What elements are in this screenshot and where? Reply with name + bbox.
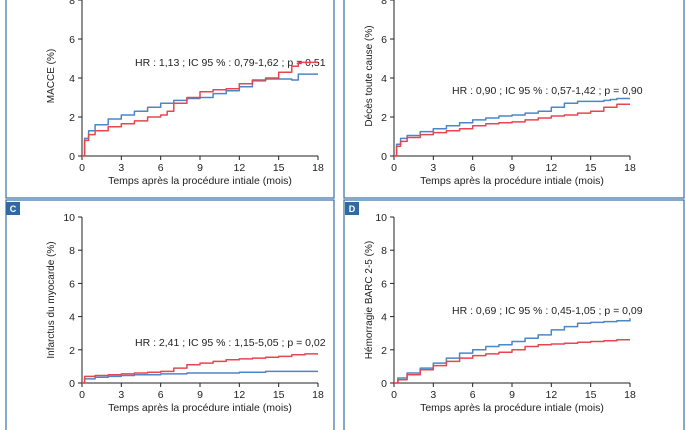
panel-3-x-tick-label: 6	[158, 389, 164, 401]
panel-3-y-tick-label: 0	[69, 378, 75, 390]
panel-1-x-axis-label: Temps après la procédure intiale (mois)	[108, 175, 292, 187]
panel-2-y-tick-label: 0	[381, 151, 387, 163]
panel-2-hr-annotation: HR : 0,90 ; IC 95 % : 0,57-1,42 ; p = 0,…	[452, 85, 643, 97]
panel-4-y-tick-label: 4	[381, 312, 387, 324]
panel-2-x-tick-label: 18	[624, 162, 636, 174]
panel-3-badge-label: C	[10, 204, 17, 214]
panel-1-series-blue-line	[82, 73, 318, 157]
panel-2-y-tick-label: 4	[381, 73, 387, 85]
panel-4-x-tick-label: 6	[470, 389, 476, 401]
panel-2-x-tick-label: 12	[545, 162, 557, 174]
panel-4-y-tick-label: 2	[381, 345, 387, 357]
panel-4-x-tick-label: 12	[545, 389, 557, 401]
panel-4-hr-annotation: HR : 0,69 ; IC 95 % : 0,45-1,05 ; p = 0,…	[452, 305, 643, 317]
panel-2-x-axis-label: Temps après la procédure intiale (mois)	[420, 175, 604, 187]
panel-3-x-tick-label: 12	[233, 389, 245, 401]
panel-1-y-tick-label: 0	[69, 151, 75, 163]
panel-3-y-tick-label: 2	[69, 345, 75, 357]
panel-1-x-tick-label: 18	[312, 162, 324, 174]
panel-4-y-tick-label: 8	[381, 245, 387, 257]
panel-2-y-tick-label: 6	[381, 34, 387, 46]
panel-4-x-tick-label: 3	[430, 389, 436, 401]
panel-2-frame	[343, 0, 685, 199]
panel-3-x-axis-label: Temps après la procédure intiale (mois)	[108, 402, 292, 414]
panel-3-hr-annotation: HR : 2,41 ; IC 95 % : 1,15-5,05 ; p = 0,…	[135, 337, 326, 349]
panel-2-x-tick-label: 9	[509, 162, 515, 174]
panel-1-frame	[5, 0, 335, 199]
panel-4-x-tick-label: 15	[585, 389, 597, 401]
panel-1-y-tick-label: 6	[69, 34, 75, 46]
panel-2-x-tick-label: 3	[430, 162, 436, 174]
panel-2-series-blue-line	[394, 97, 630, 157]
panel-3-x-tick-label: 15	[273, 389, 285, 401]
panel-3-x-tick-label: 9	[197, 389, 203, 401]
panel-1-x-tick-label: 6	[158, 162, 164, 174]
panel-4-frame	[343, 199, 685, 430]
panel-1-x-tick-label: 12	[233, 162, 245, 174]
panel-1-x-tick-label: 15	[273, 162, 285, 174]
panel-3-badge	[6, 202, 20, 215]
panel-3-y-tick-label: 6	[69, 278, 75, 290]
panel-1-x-tick-label: 9	[197, 162, 203, 174]
panel-4-y-tick-label: 0	[381, 378, 387, 390]
panel-3-frame	[5, 199, 335, 430]
panel-3-series-red-line	[82, 353, 318, 384]
panel-4-series-red-line	[394, 339, 630, 384]
panel-1-hr-annotation: HR : 1,13 ; IC 95 % : 0,79-1,62 ; p = 0,…	[135, 57, 326, 69]
panel-4-x-axis-label: Temps après la procédure intiale (mois)	[420, 402, 604, 414]
panel-3-x-tick-label: 0	[79, 389, 85, 401]
panel-1-y-axis-label: MACCE (%)	[46, 49, 57, 103]
panel-3-y-tick-label: 8	[69, 245, 75, 257]
panel-2-x-tick-label: 6	[470, 162, 476, 174]
panel-2-y-tick-label: 8	[381, 0, 387, 7]
panel-2-x-tick-label: 15	[585, 162, 597, 174]
panel-2-x-tick-label: 0	[391, 162, 397, 174]
panel-4-x-tick-label: 0	[391, 389, 397, 401]
panel-4-x-tick-label: 18	[624, 389, 636, 401]
panel-1-y-tick-label: 4	[69, 73, 75, 85]
panel-2-series-red-line	[394, 103, 630, 157]
panel-3-y-tick-label: 4	[69, 312, 75, 324]
panel-3-y-tick-label: 10	[63, 212, 75, 224]
panel-3-x-tick-label: 18	[312, 389, 324, 401]
panel-2-y-axis-label: Décès toute cause (%)	[364, 25, 375, 126]
panel-3-y-axis-label: Infarctus du myocarde (%)	[46, 241, 57, 358]
panel-4-y-axis-label: Hémorragie BARC 2-5 (%)	[364, 241, 375, 359]
panel-4-series-blue-line	[394, 318, 631, 384]
panel-4-y-tick-label: 6	[381, 278, 387, 290]
panel-1-series-red-line	[82, 61, 318, 157]
panel-4-badge-label: D	[349, 204, 356, 214]
panel-1-x-tick-label: 3	[118, 162, 124, 174]
panel-3-x-tick-label: 3	[118, 389, 124, 401]
panel-2-y-tick-label: 2	[381, 112, 387, 124]
panel-3-series-blue-line	[82, 370, 318, 384]
panel-4-x-tick-label: 9	[509, 389, 515, 401]
panel-4-y-tick-label: 10	[375, 212, 387, 224]
panel-1-y-tick-label: 8	[69, 0, 75, 7]
panel-4-badge	[345, 202, 359, 215]
panel-1-y-tick-label: 2	[69, 112, 75, 124]
panel-1-x-tick-label: 0	[79, 162, 85, 174]
